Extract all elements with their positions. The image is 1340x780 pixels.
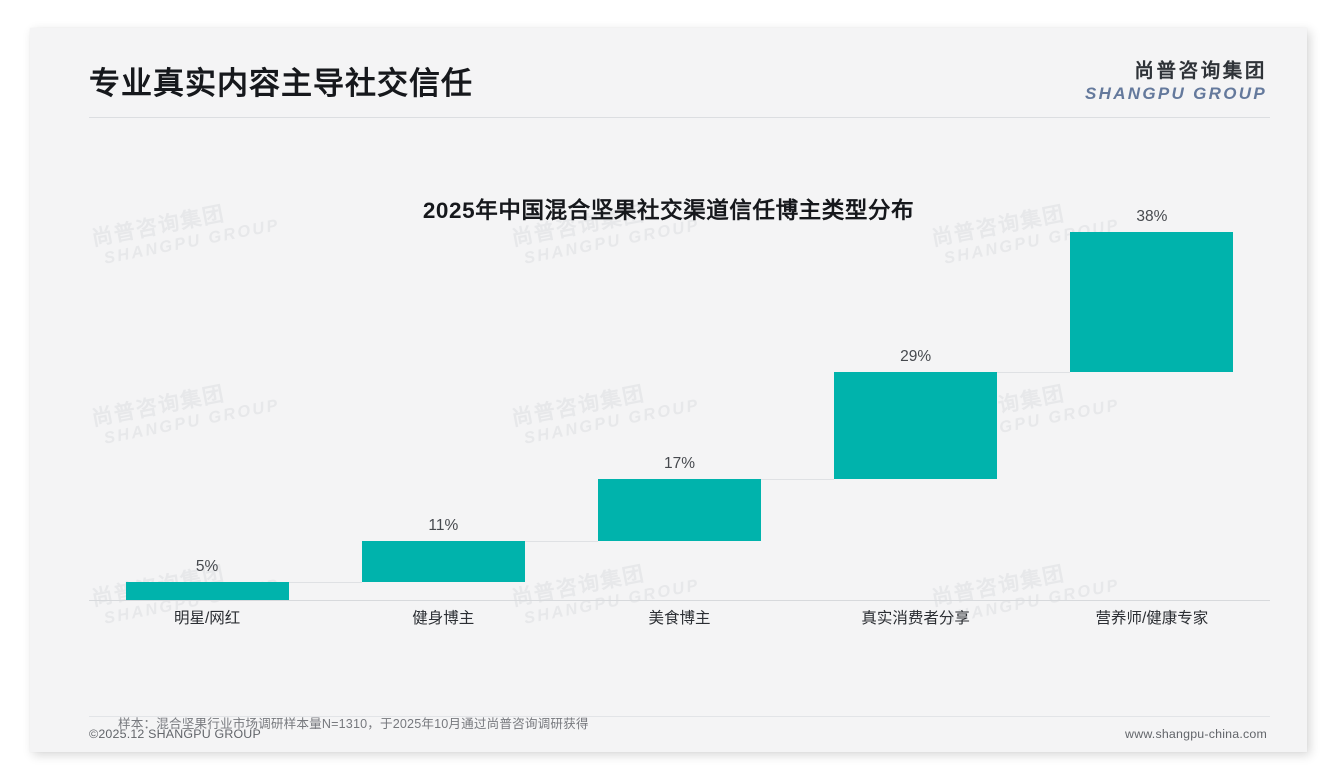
bar[interactable] — [598, 478, 761, 542]
x-axis-label: 真实消费者分享 — [861, 610, 970, 627]
footer-copyright: ©2025.12 SHANGPU GROUP — [89, 727, 261, 741]
x-axis-label: 明星/网红 — [173, 610, 241, 627]
bar-value-label: 17% — [663, 454, 696, 472]
bar[interactable] — [361, 541, 525, 582]
bar-group[interactable]: 38% — [1070, 208, 1234, 600]
bar[interactable] — [1070, 232, 1234, 372]
chart-plot-area: 5% 11% 17% 29% 38% — [89, 208, 1270, 601]
chart-title: 2025年中国混合坚果社交渠道信任博主类型分布 — [422, 198, 915, 223]
source-footnote: 样本：混合坚果行业市场调研样本量N=1310，于2025年10月通过尚普咨询调研… — [118, 717, 589, 731]
bar-value-label: 11% — [428, 517, 459, 535]
bar[interactable] — [125, 581, 289, 600]
waterfall-connector — [997, 371, 1071, 373]
x-axis-label: 健身博主 — [412, 610, 475, 627]
footer-website: www.shangpu-china.com — [1125, 727, 1267, 741]
brand-logo-cn: 尚普咨询集团 — [1134, 60, 1267, 82]
header-divider — [89, 117, 1270, 118]
bar-group[interactable]: 29% — [834, 232, 998, 600]
waterfall-connector — [288, 581, 362, 583]
waterfall-connector — [761, 478, 835, 480]
bar-group[interactable]: 11% — [361, 232, 525, 600]
x-axis-category-labels: 明星/网红 健身博主 美食博主 真实消费者分享 营养师/健康专家 — [89, 606, 1270, 634]
bar-group[interactable]: 17% — [598, 232, 761, 600]
bar-value-label: 5% — [195, 557, 219, 575]
bar[interactable] — [834, 371, 998, 479]
bar-value-label: 38% — [1136, 208, 1168, 225]
x-axis-line — [89, 600, 1270, 601]
x-axis-label: 营养师/健康专家 — [1095, 610, 1209, 627]
x-axis-label: 美食博主 — [648, 610, 711, 627]
page-title: 专业真实内容主导社交信任 — [89, 66, 473, 101]
slide-header: 专业真实内容主导社交信任 尚普咨询集团 SHANGPU GROUP — [30, 28, 1307, 118]
bar-value-label: 29% — [900, 347, 932, 365]
footer-divider — [89, 716, 1270, 717]
brand-logo: 尚普咨询集团 SHANGPU GROUP — [1085, 60, 1267, 104]
slide-canvas: 尚普咨询集团 SHANGPU GROUP 尚普咨询集团 SHANGPU GROU… — [30, 28, 1307, 752]
brand-logo-en: SHANGPU GROUP — [1085, 83, 1267, 103]
bar-group[interactable]: 5% — [125, 232, 289, 600]
slide-footer: ©2025.12 SHANGPU GROUP www.shangpu-china… — [30, 716, 1307, 752]
waterfall-connector — [524, 541, 598, 543]
